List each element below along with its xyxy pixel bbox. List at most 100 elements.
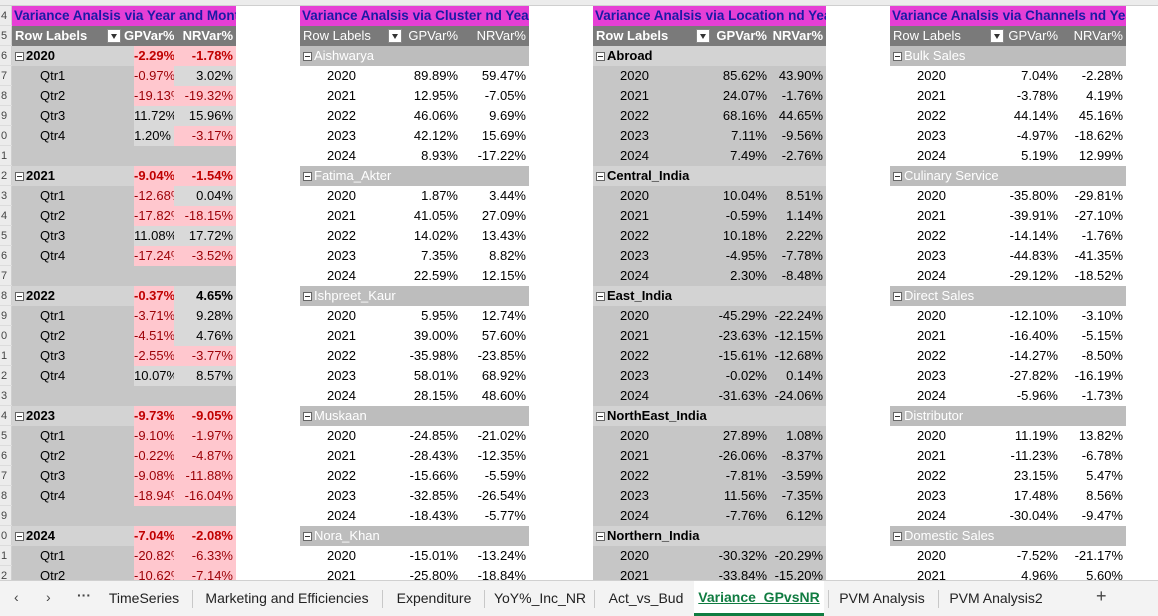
row-nrvar: -18.15% (174, 206, 236, 226)
pivot-group-row[interactable]: Distributor (890, 406, 1126, 426)
row-number[interactable]: 2 (0, 366, 12, 386)
pivot-group-row[interactable]: 2020 -2.29% -1.78% (12, 46, 236, 66)
row-number[interactable]: 2 (0, 166, 12, 186)
collapse-minus-icon[interactable] (15, 532, 24, 541)
sheet-tab-marketing-and-efficiencies[interactable]: Marketing and Efficiencies (196, 581, 378, 616)
row-number[interactable]: 3 (0, 186, 12, 206)
filter-dropdown-icon[interactable] (990, 29, 1004, 43)
row-number[interactable]: 5 (0, 426, 12, 446)
collapse-minus-icon[interactable] (893, 172, 902, 181)
collapse-minus-icon[interactable] (15, 292, 24, 301)
pivot-group-row[interactable]: Aishwarya (300, 46, 529, 66)
collapse-minus-icon[interactable] (596, 172, 605, 181)
row-number[interactable]: 0 (0, 326, 12, 346)
row-number[interactable]: 1 (0, 546, 12, 566)
filter-dropdown-icon[interactable] (388, 29, 402, 43)
row-number[interactable]: 0 (0, 526, 12, 546)
sheet-tab-pvm-analysis2[interactable]: PVM Analysis2 (940, 581, 1052, 616)
pivot-group-row[interactable]: Muskaan (300, 406, 529, 426)
pivot-group-row[interactable]: Bulk Sales (890, 46, 1126, 66)
row-number[interactable]: 9 (0, 306, 12, 326)
collapse-minus-icon[interactable] (303, 412, 312, 421)
collapse-minus-icon[interactable] (893, 532, 902, 541)
collapse-minus-icon[interactable] (15, 52, 24, 61)
group-label-cell[interactable]: 2023 (12, 406, 134, 426)
row-number[interactable]: 4 (0, 6, 12, 26)
filter-dropdown-icon[interactable] (696, 29, 710, 43)
pivot-group-row[interactable]: 2021 -9.04% -1.54% (12, 166, 236, 186)
row-label: 2020 (620, 188, 649, 203)
pivot-group-row[interactable]: Central_India (593, 166, 826, 186)
pivot-group-row[interactable]: Domestic Sales (890, 526, 1126, 546)
row-number[interactable]: 8 (0, 86, 12, 106)
filter-dropdown-icon[interactable] (107, 29, 121, 43)
collapse-minus-icon[interactable] (893, 292, 902, 301)
row-number[interactable]: 7 (0, 66, 12, 86)
group-label-cell[interactable]: 2024 (12, 526, 134, 546)
add-sheet-button[interactable]: + (1096, 586, 1107, 606)
row-number[interactable]: 4 (0, 406, 12, 426)
collapse-minus-icon[interactable] (596, 52, 605, 61)
pivot-group-row[interactable]: Culinary Service (890, 166, 1126, 186)
chevron-right-icon[interactable]: › (46, 589, 51, 605)
pivot-group-row[interactable]: Direct Sales (890, 286, 1126, 306)
sheet-tab-yoy-inc-nr[interactable]: YoY%_Inc_NR (490, 581, 590, 616)
row-number[interactable]: 4 (0, 206, 12, 226)
group-label-cell[interactable]: 2022 (12, 286, 134, 306)
collapse-minus-icon[interactable] (596, 292, 605, 301)
collapse-minus-icon[interactable] (303, 172, 312, 181)
row-number[interactable]: 0 (0, 126, 12, 146)
row-nrvar: -3.59% (781, 468, 823, 483)
column-header-strip[interactable] (0, 0, 1158, 6)
row-number[interactable]: 9 (0, 506, 12, 526)
chevron-left-icon[interactable]: ‹ (14, 589, 19, 605)
pivot-group-row[interactable]: 2023 -9.73% -9.05% (12, 406, 236, 426)
sheet-tab-act-vs-bud[interactable]: Act_vs_Bud (600, 581, 692, 616)
row-number[interactable]: 7 (0, 266, 12, 286)
pivot-group-row[interactable]: NorthEast_India (593, 406, 826, 426)
sheet-tab-pvm-analysis[interactable]: PVM Analysis (830, 581, 934, 616)
pivot-group-row[interactable]: Ishpreet_Kaur (300, 286, 529, 306)
pivot-group-row[interactable]: Abroad (593, 46, 826, 66)
collapse-minus-icon[interactable] (303, 52, 312, 61)
row-label: 2021 (620, 568, 649, 580)
row-gpvar: -33.84% (718, 568, 767, 580)
group-label-cell[interactable]: 2020 (12, 46, 134, 66)
pivot-group-row[interactable]: 2022 -0.37% 4.65% (12, 286, 236, 306)
pivot-group-row[interactable]: Northern_India (593, 526, 826, 546)
row-number[interactable]: 5 (0, 26, 12, 46)
row-number[interactable]: 5 (0, 226, 12, 246)
collapse-minus-icon[interactable] (303, 532, 312, 541)
sheet-tab-timeseries[interactable]: TimeSeries (100, 581, 188, 616)
collapse-minus-icon[interactable] (893, 412, 902, 421)
row-number[interactable]: 8 (0, 486, 12, 506)
pivot-group-row[interactable]: Fatima_Akter (300, 166, 529, 186)
collapse-minus-icon[interactable] (596, 412, 605, 421)
collapse-minus-icon[interactable] (15, 412, 24, 421)
row-number[interactable]: 8 (0, 286, 12, 306)
pivot-group-row[interactable]: East_India (593, 286, 826, 306)
row-nrvar: 5.60% (1086, 568, 1123, 580)
group-label: NorthEast_India (607, 408, 707, 423)
collapse-minus-icon[interactable] (893, 52, 902, 61)
row-number[interactable]: 9 (0, 106, 12, 126)
row-number[interactable]: 2 (0, 566, 12, 580)
ellipsis-icon[interactable]: ··· (77, 587, 91, 603)
row-number[interactable]: 6 (0, 46, 12, 66)
collapse-minus-icon[interactable] (15, 172, 24, 181)
row-number[interactable]: 1 (0, 346, 12, 366)
pivot-group-row[interactable]: Nora_Khan (300, 526, 529, 546)
sheet-tab-variance-gpvsnr[interactable]: Variance_GPvsNR (694, 581, 824, 616)
row-number[interactable]: 6 (0, 246, 12, 266)
pivot-group-row[interactable]: 2024 -7.04% -2.08% (12, 526, 236, 546)
row-number[interactable]: 6 (0, 446, 12, 466)
row-number[interactable]: 1 (0, 146, 12, 166)
collapse-minus-icon[interactable] (596, 532, 605, 541)
collapse-minus-icon[interactable] (303, 292, 312, 301)
sheet-tab-expenditure[interactable]: Expenditure (388, 581, 480, 616)
row-number[interactable]: 3 (0, 386, 12, 406)
row-number[interactable]: 7 (0, 466, 12, 486)
group-label-cell[interactable]: 2021 (12, 166, 134, 186)
